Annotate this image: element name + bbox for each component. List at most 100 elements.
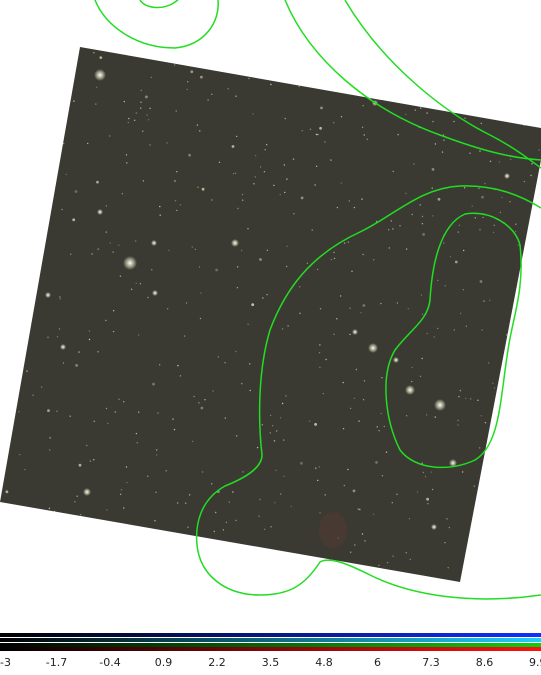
- faint-star: [5, 490, 9, 494]
- faint-star: [319, 126, 322, 130]
- faint-star: [93, 459, 95, 461]
- faint-star: [372, 513, 375, 515]
- faint-star: [197, 186, 199, 188]
- faint-star: [167, 551, 171, 555]
- faint-star: [125, 154, 128, 156]
- faint-star: [485, 476, 487, 479]
- faint-star: [191, 246, 193, 248]
- faint-star: [351, 270, 353, 272]
- bright-star: [152, 290, 158, 296]
- faint-star: [139, 283, 142, 285]
- faint-star: [177, 365, 179, 367]
- faint-star: [151, 269, 153, 271]
- faint-star: [489, 160, 492, 162]
- faint-star: [359, 89, 361, 91]
- faint-star: [539, 459, 541, 461]
- faint-star: [531, 82, 533, 85]
- faint-star: [93, 52, 95, 54]
- faint-star: [235, 350, 237, 353]
- faint-star: [392, 170, 394, 173]
- faint-star: [281, 328, 284, 330]
- faint-star: [347, 241, 349, 243]
- faint-star: [326, 44, 327, 45]
- faint-star: [140, 48, 142, 50]
- faint-star: [534, 90, 536, 93]
- faint-star: [59, 296, 61, 298]
- faint-star: [232, 173, 235, 175]
- faint-star: [523, 565, 525, 568]
- contour-line: [385, 212, 522, 469]
- faint-star: [283, 439, 285, 441]
- faint-star: [437, 327, 439, 330]
- faint-star: [430, 471, 433, 473]
- sky-image-view[interactable]: [0, 0, 541, 630]
- faint-star: [235, 95, 237, 97]
- faint-star: [515, 223, 517, 225]
- faint-star: [473, 485, 475, 487]
- faint-star: [483, 86, 485, 88]
- faint-star: [391, 70, 393, 73]
- faint-star: [8, 565, 10, 568]
- faint-star: [537, 351, 539, 353]
- faint-star: [419, 204, 421, 206]
- faint-star: [56, 336, 59, 338]
- faint-star: [215, 268, 219, 272]
- colorbar-blue-row: [0, 633, 541, 637]
- faint-star: [0, 325, 3, 328]
- colorbar-green-row: [0, 643, 541, 647]
- rotated-image-frame: [0, 47, 541, 582]
- faint-star: [472, 538, 476, 541]
- faint-star: [1, 48, 4, 51]
- faint-star: [187, 526, 189, 528]
- faint-star: [325, 570, 327, 572]
- faint-star: [126, 162, 128, 164]
- faint-star: [526, 468, 529, 470]
- faint-star: [481, 195, 484, 199]
- faint-star: [501, 196, 503, 199]
- faint-star: [437, 197, 441, 201]
- faint-star: [236, 287, 239, 289]
- faint-star: [376, 426, 378, 428]
- faint-star: [280, 493, 282, 495]
- faint-star: [97, 248, 99, 250]
- faint-star: [421, 223, 424, 225]
- faint-star: [530, 498, 532, 500]
- colorbar-cyan-row: [0, 638, 541, 642]
- faint-star: [318, 352, 321, 354]
- faint-star: [241, 193, 244, 196]
- faint-star: [2, 385, 6, 388]
- faint-star: [128, 117, 130, 120]
- faint-star: [236, 435, 238, 437]
- faint-star: [283, 475, 285, 477]
- faint-star: [146, 114, 148, 116]
- faint-star: [138, 411, 140, 413]
- faint-star: [259, 166, 262, 168]
- faint-star: [397, 41, 398, 42]
- colorbar: [0, 633, 541, 651]
- faint-star: [136, 442, 138, 444]
- faint-star: [381, 377, 383, 379]
- faint-star: [380, 412, 382, 415]
- faint-star: [426, 332, 428, 335]
- faint-star: [448, 526, 450, 529]
- faint-star: [354, 544, 356, 546]
- galaxy: [393, 357, 399, 363]
- faint-star: [85, 561, 87, 563]
- faint-star: [457, 419, 459, 422]
- faint-star: [247, 228, 249, 230]
- faint-star: [193, 395, 195, 398]
- faint-star: [45, 540, 47, 542]
- faint-star: [185, 502, 187, 504]
- faint-star: [459, 65, 462, 67]
- faint-star: [74, 190, 78, 193]
- faint-star: [388, 247, 390, 249]
- faint-star: [159, 214, 161, 216]
- faint-star: [492, 231, 495, 234]
- faint-star: [363, 380, 366, 382]
- faint-star: [498, 161, 500, 163]
- faint-star: [254, 53, 256, 55]
- faint-star: [140, 101, 142, 103]
- faint-star: [434, 416, 436, 418]
- faint-star: [130, 288, 133, 290]
- faint-star: [342, 427, 345, 430]
